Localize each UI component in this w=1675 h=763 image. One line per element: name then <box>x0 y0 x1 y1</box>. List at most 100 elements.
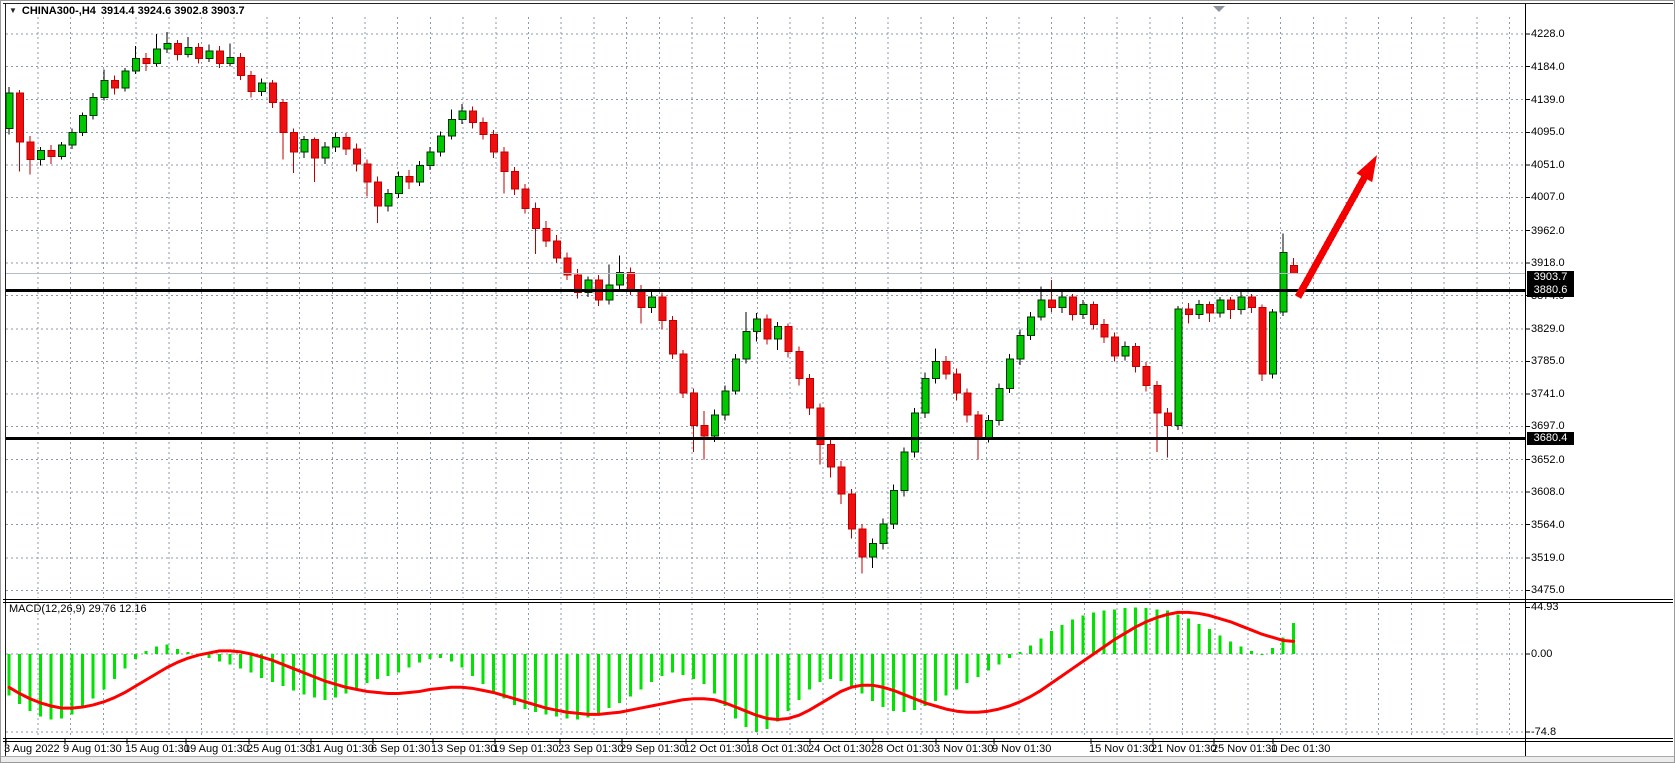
price-axis-label: 3519.0 <box>1531 551 1565 564</box>
date-axis-label: 25 Aug 01:30 <box>247 743 312 755</box>
candle-body <box>574 274 583 294</box>
candle-body <box>395 176 404 195</box>
price-axis-label: 3564.0 <box>1531 518 1565 531</box>
date-axis-label: 3 Nov 01:30 <box>934 743 994 755</box>
date-axis-label: 15 Nov 01:30 <box>1089 743 1155 755</box>
macd-label: MACD(12,26,9) <box>9 603 86 615</box>
candle-body <box>458 110 467 121</box>
symbol-ohlc-values: 3914.4 3924.6 3902.8 3903.7 <box>100 5 245 17</box>
price-axis-label: 3741.0 <box>1531 387 1565 400</box>
candle-body <box>974 414 983 438</box>
candle-body <box>816 407 825 446</box>
candle-body <box>16 92 25 143</box>
candle-body <box>226 57 235 65</box>
candle-body <box>237 57 246 76</box>
candle-body <box>668 320 677 355</box>
candle-body <box>1005 358 1014 390</box>
candle-body <box>1079 303 1088 316</box>
candle-body <box>374 181 383 207</box>
price-axis-label: 3829.0 <box>1531 322 1565 335</box>
chart-shift-marker-icon[interactable] <box>1213 6 1225 12</box>
price-axis-label: 3652.0 <box>1531 453 1565 466</box>
candle-body <box>911 412 920 453</box>
candle-body <box>1269 311 1278 375</box>
candle-body <box>900 451 909 492</box>
price-axis-label: 4095.0 <box>1531 126 1565 139</box>
candle-body <box>763 318 772 340</box>
macd-main-value: 29.76 <box>88 603 117 615</box>
candle-body <box>647 296 656 308</box>
candle-body <box>584 279 593 294</box>
date-axis-label: 25 Nov 01:30 <box>1212 743 1278 755</box>
candle-body <box>216 50 225 65</box>
candle-body <box>1258 306 1267 375</box>
candle-body <box>258 82 267 93</box>
candle-body <box>479 122 488 135</box>
candle-body <box>321 146 330 159</box>
candle-body <box>1142 365 1151 387</box>
candle-body <box>405 176 414 183</box>
date-axis-label: 1 Dec 01:30 <box>1271 743 1331 755</box>
candle-body <box>110 80 119 89</box>
candle-body <box>1058 296 1067 308</box>
candle-body <box>542 227 551 242</box>
candle-body <box>795 351 804 379</box>
candle-body <box>279 102 288 133</box>
candle-body <box>363 163 372 183</box>
candle-body <box>1226 299 1235 311</box>
candle-body <box>416 164 425 183</box>
candle-body <box>868 543 877 558</box>
candle-body <box>563 257 572 276</box>
candle-body <box>1037 299 1046 318</box>
price-axis-label: 3608.0 <box>1531 486 1565 499</box>
candle-body <box>437 135 446 153</box>
candle-body <box>658 296 667 322</box>
candle-body <box>637 289 646 308</box>
price-axis-label: 3918.0 <box>1531 257 1565 269</box>
candle-body <box>173 43 182 56</box>
candle-body <box>468 110 477 124</box>
date-axis-label: 24 Oct 01:30 <box>808 743 871 755</box>
candle-body <box>1111 336 1120 357</box>
candle-body <box>426 151 435 166</box>
candle-body <box>679 353 688 394</box>
candle-body <box>1248 296 1257 308</box>
date-axis-label: 18 Oct 01:30 <box>746 743 809 755</box>
candle-body <box>131 57 140 72</box>
candle-body <box>689 392 698 427</box>
candle-body <box>1132 345 1141 367</box>
macd-indicator-label: MACD(12,26,9) 29.76 12.16 <box>9 603 147 615</box>
candle-body <box>289 131 298 153</box>
candle-body <box>184 46 193 56</box>
candle-body <box>58 144 67 158</box>
candle-body <box>532 207 540 229</box>
candle-body <box>742 331 751 360</box>
candle-body <box>79 114 88 133</box>
candle-body <box>1047 299 1056 308</box>
candle-body <box>626 272 635 291</box>
candle-body <box>384 193 393 207</box>
candle-body <box>753 318 762 333</box>
date-axis-label: 23 Sep 01:30 <box>558 743 624 755</box>
symbol-dropdown-icon[interactable]: ▼ <box>9 6 17 15</box>
candle-body <box>26 141 35 161</box>
candle-body <box>890 490 899 525</box>
hline-price-tag-lower: 3680.4 <box>1527 432 1574 445</box>
date-axis-label: 15 Aug 01:30 <box>125 743 190 755</box>
candle-body <box>1237 296 1246 311</box>
candle-body <box>879 523 888 545</box>
candle-body <box>310 139 319 159</box>
candle-body <box>721 390 730 416</box>
date-axis-label: 31 Aug 01:30 <box>309 743 374 755</box>
candle-body <box>711 414 720 437</box>
candle-body <box>858 528 867 558</box>
price-axis-label: 4139.0 <box>1531 93 1565 106</box>
price-axis-label: 3785.0 <box>1531 355 1565 368</box>
candle-body <box>247 74 256 93</box>
date-axis-label: 6 Sep 01:30 <box>371 743 431 755</box>
candle-body <box>837 466 846 495</box>
price-axis-label: 3962.0 <box>1531 224 1565 237</box>
symbol-title: ▼ CHINA300-,H4 3914.4 3924.6 3902.8 3903… <box>9 5 245 17</box>
